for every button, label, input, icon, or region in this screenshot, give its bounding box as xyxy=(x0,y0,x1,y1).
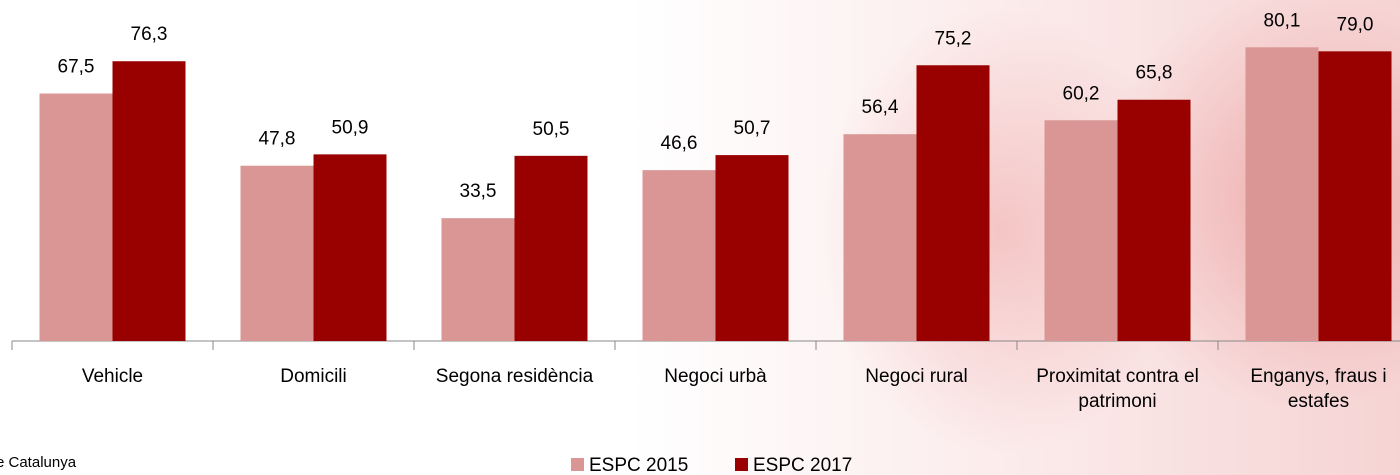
data-label: 67,5 xyxy=(58,57,95,78)
data-label: 50,9 xyxy=(332,117,369,138)
bar xyxy=(240,165,314,341)
bar xyxy=(441,218,515,341)
x-tick-label: Segona residència xyxy=(435,366,594,387)
x-tick-label: Vehicle xyxy=(81,366,144,387)
x-tick-label: Enganys, fraus i estafes xyxy=(1250,366,1387,412)
legend-swatch xyxy=(735,458,748,471)
x-tick-label: Domicili xyxy=(280,366,347,387)
data-label: 79,0 xyxy=(1337,14,1374,35)
bar xyxy=(1245,47,1319,342)
footer-text: e Catalunya xyxy=(0,454,77,471)
bar xyxy=(1117,99,1191,341)
legend-label: ESPC 2015 xyxy=(589,455,688,475)
bar xyxy=(1044,120,1118,342)
bar xyxy=(1318,51,1392,341)
data-label: 33,5 xyxy=(460,181,497,202)
bar xyxy=(514,155,588,341)
bar xyxy=(916,65,990,342)
data-label: 60,2 xyxy=(1063,83,1100,104)
legend-swatch xyxy=(571,458,584,471)
data-label: 46,6 xyxy=(661,133,698,154)
bar xyxy=(313,154,387,341)
x-tick-label: Proximitat contra el patrimoni xyxy=(1036,366,1199,412)
data-label: 47,8 xyxy=(259,129,296,150)
bar xyxy=(112,61,186,341)
data-label: 75,2 xyxy=(935,28,972,49)
x-tick-label: Negoci urbà xyxy=(664,366,767,387)
data-label: 80,1 xyxy=(1264,10,1301,31)
data-label: 56,4 xyxy=(862,97,899,118)
legend-label: ESPC 2017 xyxy=(753,455,852,475)
data-label: 50,7 xyxy=(734,118,771,139)
data-label: 65,8 xyxy=(1136,63,1173,84)
data-label: 50,5 xyxy=(533,119,570,140)
bar xyxy=(843,134,917,341)
bar xyxy=(642,170,716,341)
data-label: 76,3 xyxy=(131,24,168,45)
bar xyxy=(715,155,789,341)
bar xyxy=(39,93,113,341)
x-tick-label: Negoci rural xyxy=(865,366,968,387)
